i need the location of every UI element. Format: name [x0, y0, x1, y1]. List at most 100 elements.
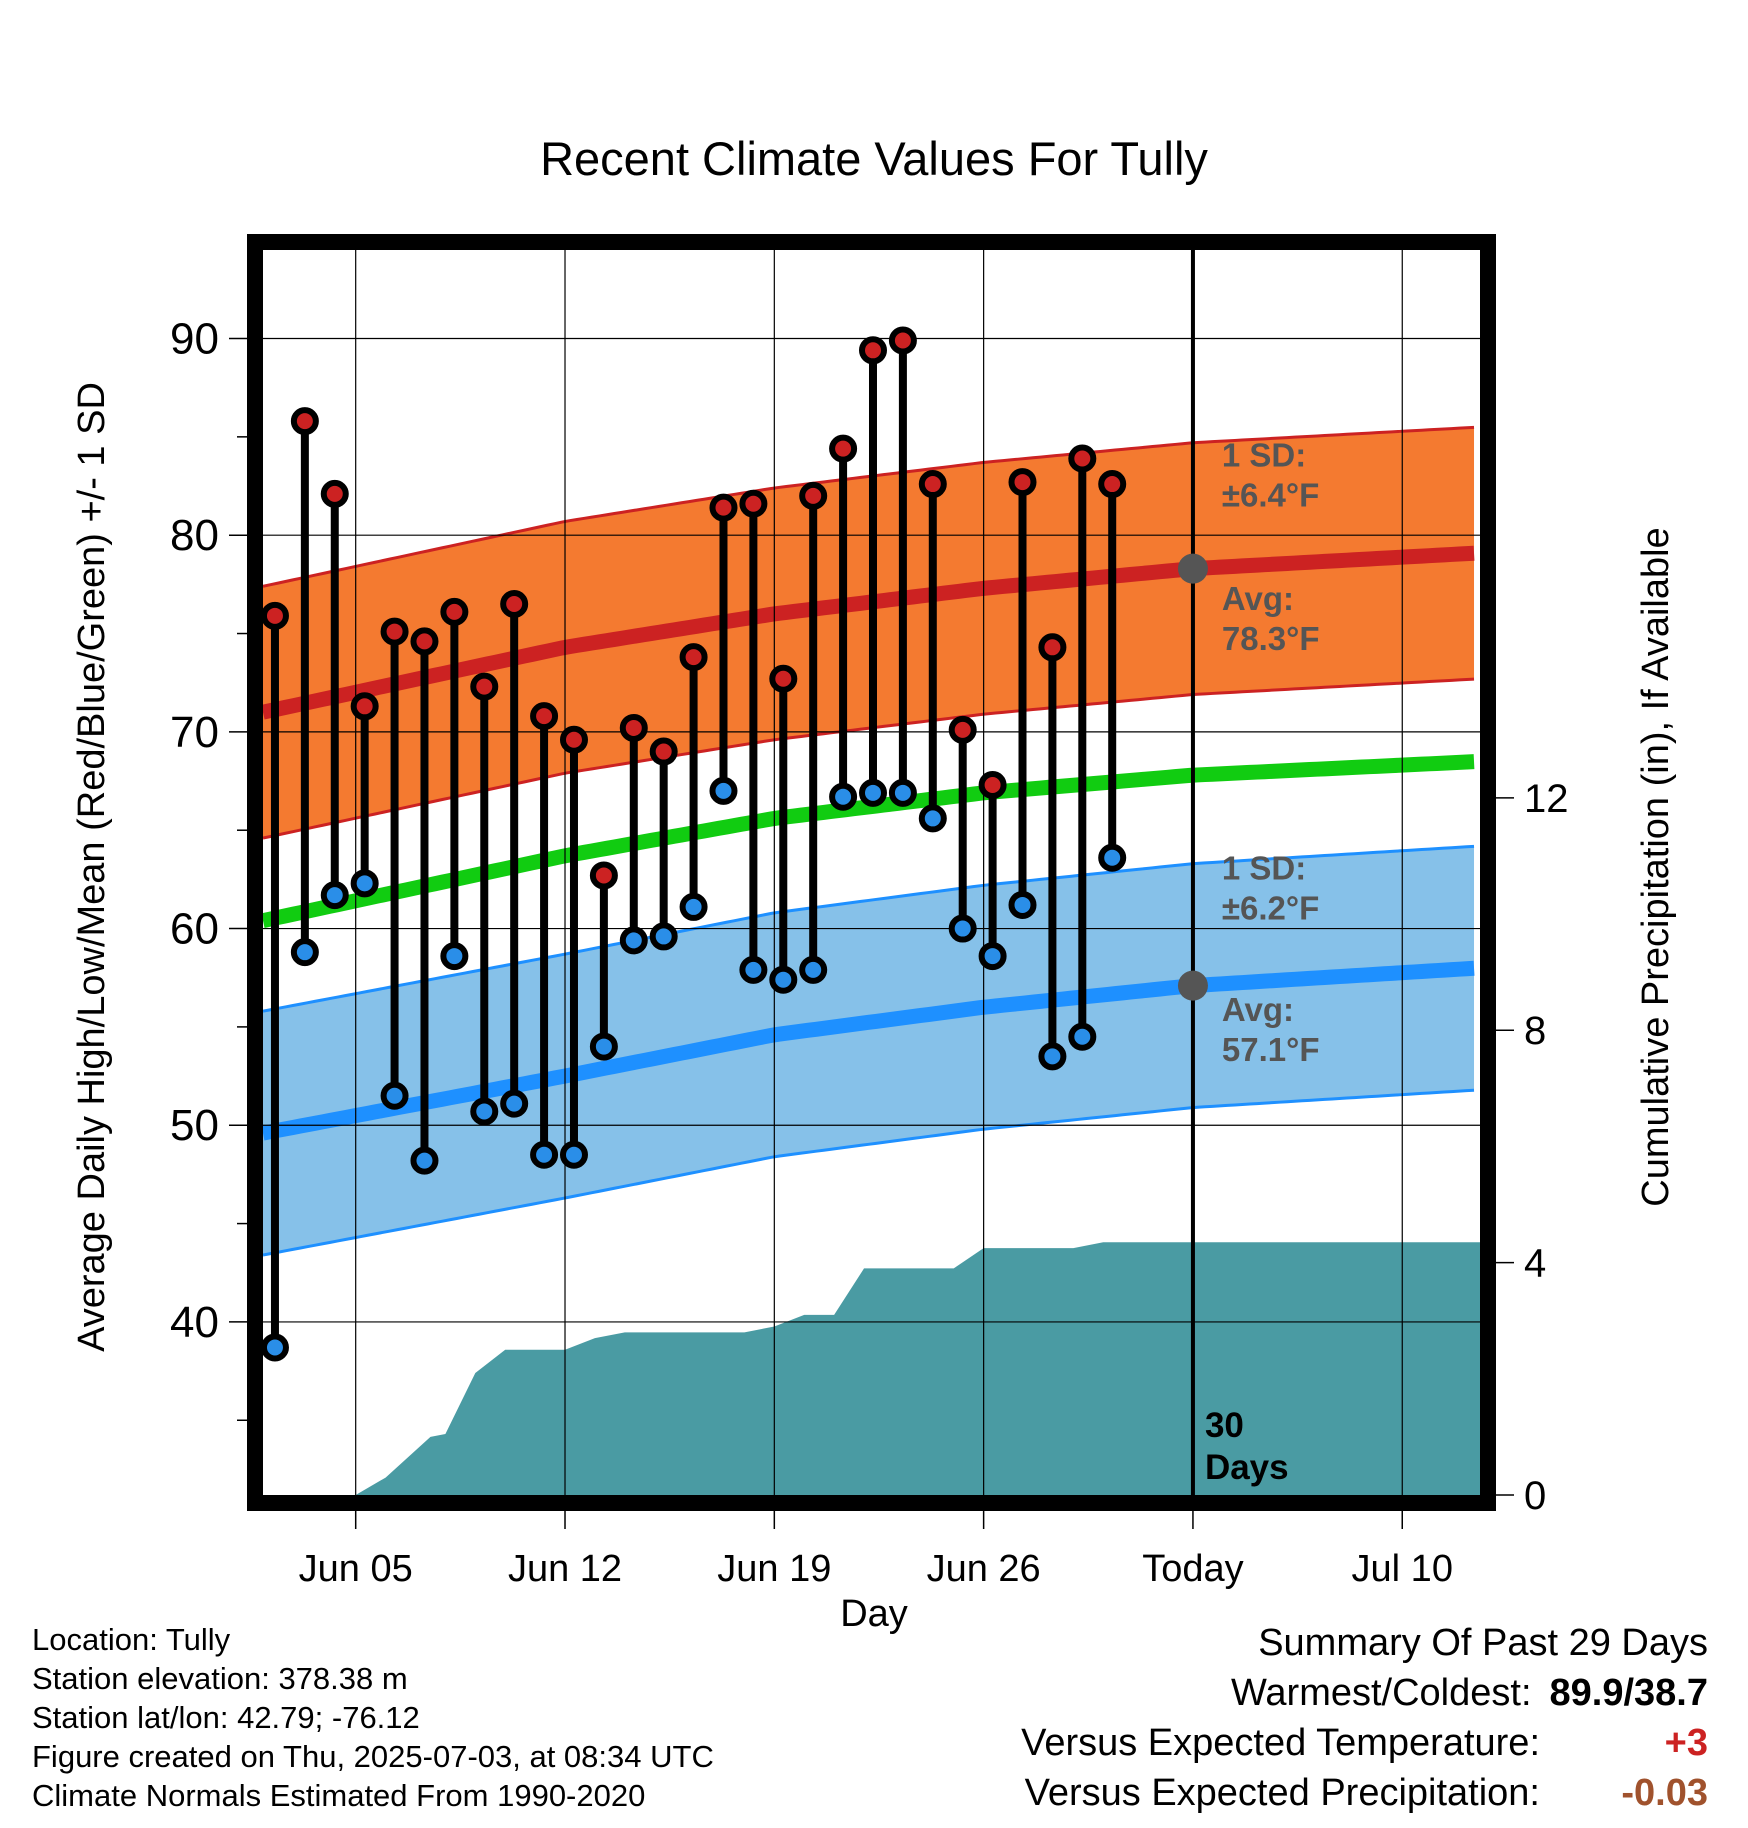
warmest-value: 89.9/38.7 [1549, 1672, 1708, 1714]
annotation-line1: Avg: [1222, 580, 1294, 617]
low-point [380, 1081, 409, 1110]
high-point [1008, 468, 1037, 497]
normal-mean-line [263, 754, 1475, 929]
low-point [948, 914, 977, 943]
low-point [1098, 843, 1127, 872]
annotation-line2: 78.3°F [1222, 620, 1320, 657]
high-point [918, 470, 947, 499]
summary-temp-row: Versus Expected Temperature: +3 [1021, 1718, 1708, 1768]
warmest-label: Warmest/Coldest: [1230, 1672, 1532, 1714]
high-point [1068, 444, 1097, 473]
high-point [1098, 470, 1127, 499]
temp-label: Versus Expected Temperature: [1021, 1722, 1540, 1764]
y-axis-right-label: Cumulative Precipitation (in), If Availa… [1635, 527, 1677, 1206]
high-point [948, 715, 977, 744]
x-tick-label: Jun 19 [717, 1548, 831, 1590]
annotation-line1: Avg: [1222, 991, 1294, 1028]
low-point [739, 955, 768, 984]
high-point [320, 479, 349, 508]
y-left-tick-label: 40 [170, 1298, 219, 1347]
location-text: Location: Tully [32, 1622, 231, 1657]
high-point [380, 617, 409, 646]
today-days-label: 30 [1205, 1406, 1244, 1445]
today-days-label: Days [1205, 1448, 1289, 1487]
high-sd-band-lower-edge [263, 677, 1475, 840]
low-sd-band-lower-edge [263, 1088, 1475, 1257]
high-point [978, 770, 1007, 799]
high-point [829, 434, 858, 463]
annotation-line1: 1 SD: [1222, 849, 1306, 886]
summary-panel: Summary Of Past 29 Days Warmest/Coldest:… [1021, 1618, 1708, 1818]
x-tick-label: Today [1142, 1548, 1243, 1590]
high-point [858, 336, 887, 365]
low-point [470, 1097, 499, 1126]
low-point [500, 1089, 529, 1118]
x-tick-label: Jun 05 [299, 1548, 413, 1590]
y-left-tick-label: 60 [170, 905, 219, 954]
high-point [679, 643, 708, 672]
high-point [530, 702, 559, 731]
y-right-tick-label: 12 [1524, 777, 1569, 821]
plot-inner [263, 250, 1480, 1495]
low-point [888, 778, 917, 807]
station-info: Location: Tully Station elevation: 378.3… [32, 1620, 714, 1815]
y-right-tick-label: 8 [1524, 1009, 1546, 1053]
low-point [350, 869, 379, 898]
precip-label: Versus Expected Precipitation: [1024, 1772, 1540, 1814]
high-point [559, 725, 588, 754]
high-point [589, 861, 618, 890]
low-sd-band-upper-edge [263, 844, 1475, 1013]
summary-warmest-row: Warmest/Coldest: 89.9/38.7 [1021, 1668, 1708, 1718]
high-point [1038, 633, 1067, 662]
y-right-tick-label: 0 [1524, 1474, 1546, 1518]
high-point [263, 601, 289, 630]
precip-area [355, 1242, 1480, 1495]
high-point [709, 493, 738, 522]
annotation-line2: ±6.4°F [1222, 476, 1319, 513]
low-point [530, 1140, 559, 1169]
precip-value: -0.03 [1621, 1772, 1708, 1814]
high-point [619, 713, 648, 742]
high-point [470, 672, 499, 701]
y-left-tick-label: 50 [170, 1101, 219, 1150]
plot-frame [247, 234, 1496, 1511]
x-tick-label: Jul 10 [1352, 1548, 1453, 1590]
x-tick-label: Jun 12 [508, 1548, 622, 1590]
summary-title: Summary Of Past 29 Days [1258, 1622, 1708, 1664]
y-left-tick-label: 90 [170, 315, 219, 364]
high-point [888, 326, 917, 355]
temp-value: +3 [1664, 1722, 1708, 1764]
y-left-tick-label: 80 [170, 511, 219, 560]
high-point [739, 489, 768, 518]
y-axis-left-label: Average Daily High/Low/Mean (Red/Blue/Gr… [71, 382, 113, 1352]
low-point [709, 776, 738, 805]
low-point [589, 1032, 618, 1061]
normal-low-line [263, 960, 1475, 1141]
high-point [410, 627, 439, 656]
low-point [320, 881, 349, 910]
high-sd-band-upper-edge [263, 425, 1475, 588]
low-point [858, 778, 887, 807]
low-point [978, 942, 1007, 971]
high-point [769, 664, 798, 693]
normals-text: Climate Normals Estimated From 1990-2020 [32, 1778, 646, 1813]
x-tick-label: Jun 26 [927, 1548, 1041, 1590]
chart-title: Recent Climate Values For Tully [540, 132, 1208, 185]
low-point [1068, 1022, 1097, 1051]
low-point [1038, 1042, 1067, 1071]
annotation-line2: ±6.2°F [1222, 889, 1319, 926]
elevation-text: Station elevation: 378.38 m [32, 1661, 408, 1696]
high-point [290, 407, 319, 436]
low-point [290, 938, 319, 967]
high-point [440, 597, 469, 626]
x-axis-label: Day [840, 1593, 908, 1635]
avg-marker [1177, 970, 1208, 1001]
low-point [559, 1140, 588, 1169]
low-point [918, 804, 947, 833]
low-point [440, 942, 469, 971]
high-point [649, 737, 678, 766]
annotation-line2: 57.1°F [1222, 1031, 1320, 1068]
y-left-tick-label: 70 [170, 708, 219, 757]
low-point [1008, 890, 1037, 919]
